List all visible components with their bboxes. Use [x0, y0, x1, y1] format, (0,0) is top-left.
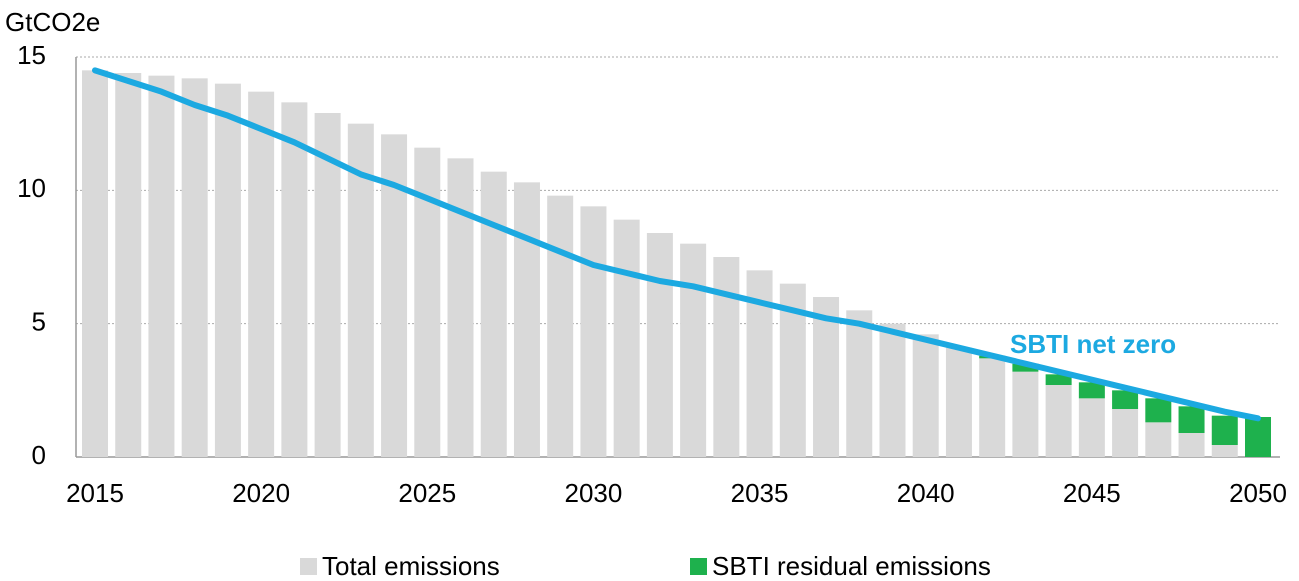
bar — [281, 102, 308, 457]
bar — [547, 195, 574, 457]
y-tick-label: 0 — [32, 440, 46, 470]
bar — [1112, 390, 1139, 409]
x-tick-label: 2020 — [232, 478, 290, 508]
bar — [580, 206, 607, 457]
x-tick-label: 2050 — [1229, 478, 1287, 508]
x-tick-label: 2030 — [565, 478, 623, 508]
bar — [979, 358, 1006, 457]
bar — [1178, 406, 1205, 433]
bar — [115, 73, 142, 457]
bar — [513, 182, 540, 458]
bar — [1145, 422, 1172, 457]
bar — [1112, 409, 1139, 457]
x-tick-label: 2025 — [398, 478, 456, 508]
bar — [1211, 445, 1238, 457]
bar — [1178, 433, 1205, 457]
bar — [447, 158, 474, 458]
bar — [214, 83, 241, 458]
legend-swatch — [690, 558, 707, 575]
legend-label: Total emissions — [322, 551, 500, 581]
bar — [1012, 371, 1039, 457]
bar — [813, 297, 840, 457]
bar — [1245, 417, 1271, 457]
bar — [1012, 363, 1039, 372]
bar — [646, 233, 673, 457]
bar — [945, 347, 972, 457]
legend-swatch — [300, 558, 317, 575]
bar — [82, 70, 108, 457]
y-tick-label: 15 — [17, 40, 46, 70]
bar — [879, 323, 906, 457]
bar — [1045, 374, 1072, 385]
x-tick-label: 2045 — [1063, 478, 1121, 508]
x-tick-label: 2040 — [897, 478, 955, 508]
bar — [680, 243, 707, 457]
x-tick-label: 2035 — [731, 478, 789, 508]
line — [92, 67, 1261, 422]
bar — [613, 219, 640, 457]
line-label: SBTI net zero — [1010, 329, 1176, 359]
bar — [1078, 382, 1105, 399]
bar — [1211, 415, 1238, 445]
bar — [713, 257, 740, 457]
bar — [1145, 398, 1172, 423]
x-tick-label: 2015 — [66, 478, 124, 508]
legend-label: SBTI residual emissions — [712, 551, 991, 581]
bar — [248, 91, 275, 458]
bar — [1045, 385, 1072, 457]
bar — [912, 334, 939, 457]
y-axis-label: GtCO2e — [5, 7, 100, 37]
y-tick-label: 5 — [32, 307, 46, 337]
bar — [480, 171, 507, 457]
y-tick-label: 10 — [17, 173, 46, 203]
bar — [1078, 398, 1105, 457]
bar — [846, 310, 873, 457]
bar — [148, 75, 175, 458]
bar — [181, 78, 208, 457]
bar — [314, 113, 341, 457]
